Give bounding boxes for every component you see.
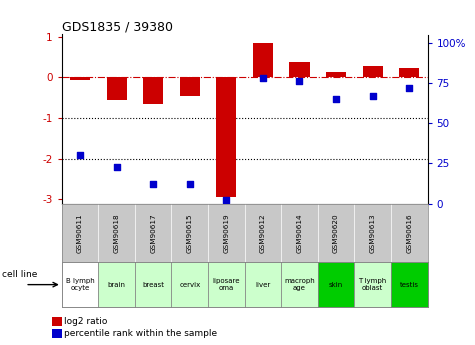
Point	[222, 198, 230, 203]
Text: brain: brain	[108, 282, 125, 288]
Bar	[216, 77, 237, 197]
Text: liposare
oma: liposare oma	[213, 278, 240, 291]
Text: GSM90617: GSM90617	[150, 213, 156, 253]
Point	[149, 181, 157, 187]
Text: GSM90614: GSM90614	[296, 213, 303, 253]
Text: liver: liver	[255, 282, 271, 288]
Point	[295, 78, 304, 84]
Bar	[98, 262, 135, 307]
Bar	[62, 262, 98, 307]
Bar	[135, 262, 171, 307]
Point	[76, 152, 84, 158]
Text: GSM90620: GSM90620	[333, 213, 339, 253]
Text: GSM90619: GSM90619	[223, 213, 229, 253]
Bar	[399, 68, 419, 77]
Point	[186, 181, 194, 187]
Text: percentile rank within the sample: percentile rank within the sample	[64, 329, 217, 338]
Text: testis: testis	[399, 282, 419, 288]
Bar	[289, 62, 310, 77]
Bar	[253, 43, 273, 77]
Bar	[281, 262, 318, 307]
Text: macroph
age: macroph age	[284, 278, 315, 291]
Text: GSM90611: GSM90611	[77, 213, 83, 253]
Point	[369, 93, 377, 98]
Text: GSM90612: GSM90612	[260, 213, 266, 253]
Text: GSM90613: GSM90613	[370, 213, 376, 253]
Text: log2 ratio: log2 ratio	[64, 317, 107, 326]
Text: cervix: cervix	[179, 282, 200, 288]
Bar	[180, 77, 200, 96]
Text: B lymph
ocyte: B lymph ocyte	[66, 278, 95, 291]
Text: GSM90616: GSM90616	[406, 213, 412, 253]
Bar	[391, 262, 428, 307]
Text: GDS1835 / 39380: GDS1835 / 39380	[62, 20, 173, 33]
Point	[332, 96, 340, 102]
Bar	[208, 262, 245, 307]
Bar	[326, 72, 346, 77]
Text: cell line: cell line	[2, 270, 38, 279]
Bar	[143, 77, 163, 104]
Bar	[245, 262, 281, 307]
Bar	[106, 77, 127, 100]
Bar	[70, 77, 90, 80]
Text: skin: skin	[329, 282, 343, 288]
Point	[113, 164, 121, 169]
Text: GSM90615: GSM90615	[187, 213, 193, 253]
Bar	[354, 262, 391, 307]
Point	[405, 85, 413, 90]
Bar	[318, 262, 354, 307]
Text: breast: breast	[142, 282, 164, 288]
Bar	[171, 262, 208, 307]
Point	[259, 75, 267, 81]
Text: T lymph
oblast: T lymph oblast	[359, 278, 387, 291]
Text: GSM90618: GSM90618	[114, 213, 120, 253]
Bar	[362, 66, 383, 77]
